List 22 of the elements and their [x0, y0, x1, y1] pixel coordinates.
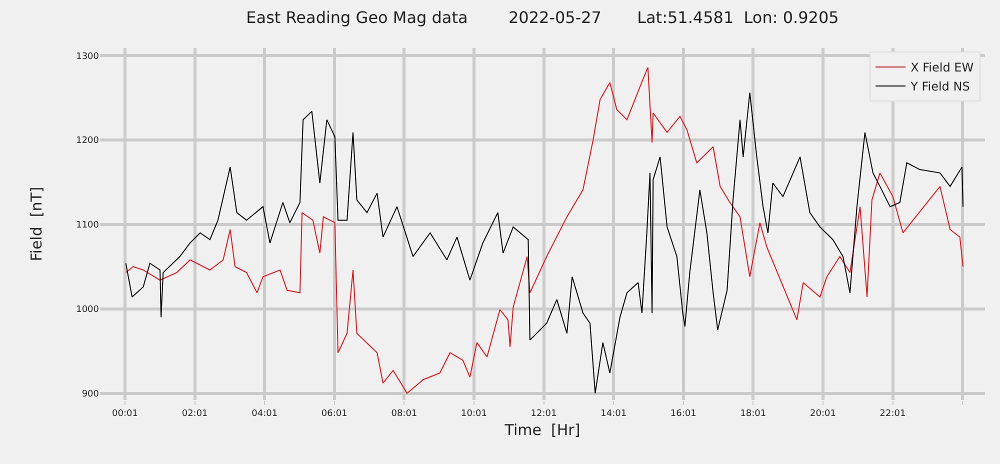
x-tick-label: 10:01 — [461, 408, 487, 419]
x-tick-label: 08:01 — [391, 408, 418, 419]
y-axis-title: Field [nT] — [27, 186, 46, 262]
y-tick-label: 1100 — [76, 220, 100, 231]
x-tick-label: 22:01 — [880, 408, 906, 419]
x-tick-label: 04:01 — [252, 408, 278, 419]
x-tick-label: 18:01 — [740, 408, 766, 419]
x-tick-label: 00:01 — [112, 408, 138, 419]
x-tick-label: 12:01 — [530, 408, 557, 419]
y-tick-label: 900 — [82, 389, 100, 400]
chart-title: East Reading Geo Mag data 2022-05-27 Lat:51.4581 Lon: 0.9205 — [246, 8, 839, 27]
x-tick-label: 14:01 — [600, 408, 627, 419]
x-tick-label: 06:01 — [321, 408, 348, 419]
x-axis-title: Time [Hr] — [504, 420, 580, 439]
y-tick-label: 1200 — [76, 136, 100, 146]
x-tick-label: 20:01 — [810, 408, 836, 419]
legend-label: Y Field NS — [910, 80, 970, 94]
y-tick-label: 1300 — [76, 52, 100, 62]
legend-label: X Field EW — [910, 60, 974, 75]
x-tick-label: 16:01 — [670, 408, 696, 419]
x-tick-label: 02:01 — [182, 408, 208, 419]
y-tick-label: 1000 — [76, 304, 100, 315]
